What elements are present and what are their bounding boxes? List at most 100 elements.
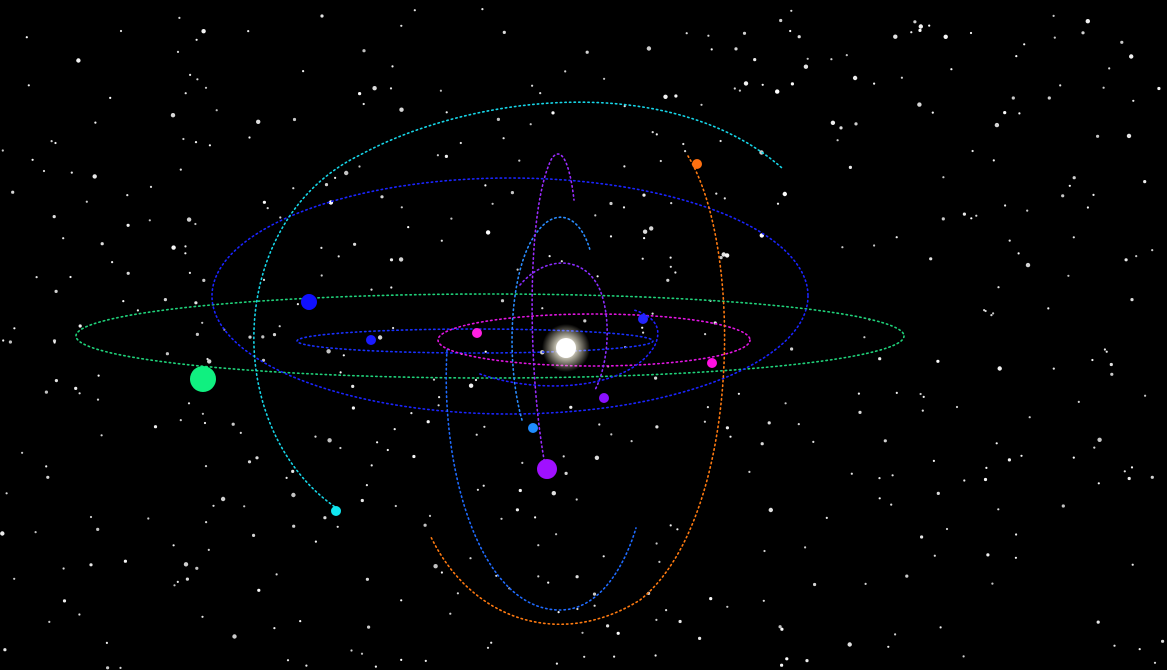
star [481, 8, 484, 11]
star [54, 289, 58, 293]
planet-orange[interactable] [692, 159, 702, 169]
star [585, 50, 589, 54]
star [400, 599, 403, 602]
star [165, 352, 169, 356]
star [424, 659, 427, 663]
star [805, 659, 809, 663]
planet-cyan[interactable] [331, 506, 341, 516]
star [780, 663, 784, 667]
star [932, 459, 936, 462]
star [365, 484, 368, 487]
star [255, 456, 259, 460]
star [390, 286, 393, 289]
star [394, 504, 397, 508]
star [314, 435, 317, 438]
star [641, 257, 644, 260]
star [1015, 55, 1018, 58]
star [864, 582, 867, 586]
star [928, 24, 931, 27]
orbit-magenta [437, 313, 751, 367]
star [437, 404, 440, 407]
star [606, 624, 610, 628]
star [201, 321, 204, 324]
star [706, 406, 710, 409]
star [2, 339, 5, 342]
star [839, 126, 843, 130]
star [830, 120, 836, 126]
planet-blue-left[interactable] [301, 294, 317, 310]
star [122, 300, 125, 303]
star [426, 420, 430, 424]
star [111, 261, 114, 264]
star [450, 217, 453, 220]
star [873, 82, 876, 85]
star [863, 336, 866, 339]
star [69, 275, 72, 279]
star [483, 425, 486, 428]
star [440, 239, 443, 242]
star [482, 484, 485, 487]
star [459, 141, 462, 145]
planet-azure[interactable] [528, 423, 538, 433]
star [583, 655, 586, 658]
star [581, 631, 584, 634]
star [763, 549, 766, 553]
star [1086, 206, 1089, 209]
star [1150, 475, 1154, 479]
star [212, 504, 215, 507]
star [919, 392, 922, 396]
planet-purple-large[interactable] [537, 459, 557, 479]
star [469, 557, 472, 560]
star [398, 257, 404, 262]
star [106, 666, 110, 670]
star [305, 664, 308, 667]
star [445, 111, 448, 114]
orbit-violet-short [519, 262, 608, 391]
star [428, 514, 432, 518]
planet-blue-right[interactable] [638, 314, 648, 324]
star [592, 592, 597, 596]
star [1067, 274, 1070, 277]
star [334, 176, 337, 179]
planet-blue-small[interactable] [366, 335, 376, 345]
star [997, 286, 1000, 289]
star [204, 86, 208, 89]
star [496, 117, 500, 121]
star [262, 278, 266, 281]
star [439, 89, 442, 92]
star [594, 214, 597, 217]
star [195, 38, 198, 41]
star [320, 274, 323, 277]
star [845, 54, 848, 57]
star [326, 349, 331, 354]
planet-magenta-right[interactable] [707, 358, 717, 368]
star [812, 440, 815, 443]
star [201, 615, 204, 618]
star [785, 657, 789, 661]
star [1093, 446, 1096, 449]
star [438, 396, 441, 399]
star [992, 159, 995, 162]
star [669, 265, 672, 268]
planet-violet[interactable] [599, 393, 609, 403]
star [1007, 458, 1012, 462]
star [126, 194, 129, 197]
star [474, 378, 478, 382]
planet-magenta-left[interactable] [472, 328, 482, 338]
star [320, 246, 323, 249]
star [1126, 133, 1132, 139]
star [562, 455, 565, 458]
sun [542, 324, 590, 372]
star [962, 212, 967, 216]
star [643, 237, 646, 240]
star [74, 386, 78, 390]
star [797, 35, 801, 39]
star [444, 154, 448, 158]
star [374, 665, 377, 668]
star [1011, 96, 1015, 100]
planet-green[interactable] [190, 366, 216, 392]
star [500, 299, 505, 303]
star [825, 516, 828, 520]
star [449, 612, 452, 615]
star [1023, 43, 1026, 46]
